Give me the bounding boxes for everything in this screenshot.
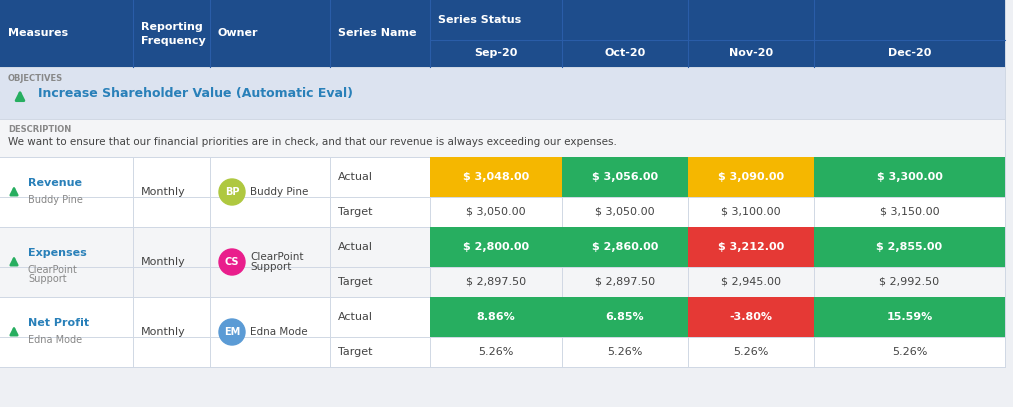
Text: Buddy Pine: Buddy Pine — [28, 195, 83, 205]
Text: $ 3,056.00: $ 3,056.00 — [592, 172, 658, 182]
Text: Owner: Owner — [218, 28, 258, 39]
Text: Sep-20: Sep-20 — [474, 48, 518, 59]
Text: Actual: Actual — [338, 242, 373, 252]
Text: Monthly: Monthly — [141, 327, 185, 337]
Text: DESCRIPTION: DESCRIPTION — [8, 125, 71, 134]
Text: $ 2,860.00: $ 2,860.00 — [592, 242, 658, 252]
Text: Monthly: Monthly — [141, 187, 185, 197]
Text: ClearPoint: ClearPoint — [28, 265, 78, 275]
Text: We want to ensure that our financial priorities are in check, and that our reven: We want to ensure that our financial pri… — [8, 137, 617, 147]
Bar — [0, 0, 1005, 67]
Text: $ 3,100.00: $ 3,100.00 — [721, 207, 781, 217]
Text: 5.26%: 5.26% — [608, 347, 642, 357]
Text: Monthly: Monthly — [141, 257, 185, 267]
Text: $ 3,300.00: $ 3,300.00 — [876, 172, 942, 182]
Text: Increase Shareholder Value (Automatic Eval): Increase Shareholder Value (Automatic Ev… — [38, 87, 353, 99]
Text: Target: Target — [338, 347, 373, 357]
Text: 15.59%: 15.59% — [886, 312, 933, 322]
Text: $ 2,897.50: $ 2,897.50 — [466, 277, 526, 287]
Circle shape — [219, 179, 245, 205]
Bar — [0, 227, 1005, 297]
Text: Oct-20: Oct-20 — [605, 48, 645, 59]
Bar — [688, 297, 814, 337]
Bar — [430, 227, 562, 267]
Text: 5.26%: 5.26% — [891, 347, 927, 357]
Bar — [562, 297, 688, 337]
Text: BP: BP — [225, 187, 239, 197]
Text: Expenses: Expenses — [28, 248, 87, 258]
Text: Target: Target — [338, 207, 373, 217]
Text: CS: CS — [225, 257, 239, 267]
Circle shape — [219, 319, 245, 345]
Bar — [0, 297, 1005, 367]
Bar — [688, 227, 814, 267]
Text: $ 2,897.50: $ 2,897.50 — [595, 277, 655, 287]
Text: $ 3,048.00: $ 3,048.00 — [463, 172, 529, 182]
Text: $ 2,945.00: $ 2,945.00 — [721, 277, 781, 287]
Circle shape — [219, 249, 245, 275]
Text: ClearPoint: ClearPoint — [250, 252, 304, 262]
Text: -3.80%: -3.80% — [729, 312, 773, 322]
Text: Edna Mode: Edna Mode — [250, 327, 308, 337]
Text: Measures: Measures — [8, 28, 68, 39]
Text: 8.86%: 8.86% — [477, 312, 516, 322]
Bar — [430, 157, 562, 197]
Text: Actual: Actual — [338, 312, 373, 322]
Bar — [0, 157, 1005, 227]
Text: Buddy Pine: Buddy Pine — [250, 187, 308, 197]
Bar — [562, 157, 688, 197]
Text: 5.26%: 5.26% — [478, 347, 514, 357]
Text: Support: Support — [28, 274, 67, 284]
Text: $ 3,090.00: $ 3,090.00 — [718, 172, 784, 182]
Text: $ 2,992.50: $ 2,992.50 — [879, 277, 940, 287]
Text: Revenue: Revenue — [28, 178, 82, 188]
Bar — [814, 157, 1005, 197]
Text: Nov-20: Nov-20 — [729, 48, 773, 59]
Text: Series Status: Series Status — [438, 15, 522, 25]
Text: EM: EM — [224, 327, 240, 337]
Text: Edna Mode: Edna Mode — [28, 335, 82, 345]
Text: $ 3,150.00: $ 3,150.00 — [879, 207, 939, 217]
Text: Support: Support — [250, 262, 292, 272]
Bar — [0, 119, 1005, 157]
Text: $ 3,212.00: $ 3,212.00 — [718, 242, 784, 252]
Bar — [430, 297, 562, 337]
Text: $ 3,050.00: $ 3,050.00 — [466, 207, 526, 217]
Bar — [688, 157, 814, 197]
Text: Actual: Actual — [338, 172, 373, 182]
Bar — [814, 297, 1005, 337]
Text: Dec-20: Dec-20 — [887, 48, 931, 59]
Bar — [562, 227, 688, 267]
Text: 5.26%: 5.26% — [733, 347, 769, 357]
Text: Target: Target — [338, 277, 373, 287]
Text: Reporting
Frequency: Reporting Frequency — [141, 22, 206, 46]
Text: $ 3,050.00: $ 3,050.00 — [596, 207, 654, 217]
Text: Net Profit: Net Profit — [28, 318, 89, 328]
Bar — [0, 67, 1005, 119]
Bar — [814, 227, 1005, 267]
Text: 6.85%: 6.85% — [606, 312, 644, 322]
Text: OBJECTIVES: OBJECTIVES — [8, 74, 63, 83]
Text: $ 2,855.00: $ 2,855.00 — [876, 242, 942, 252]
Text: Series Name: Series Name — [338, 28, 416, 39]
Text: $ 2,800.00: $ 2,800.00 — [463, 242, 529, 252]
